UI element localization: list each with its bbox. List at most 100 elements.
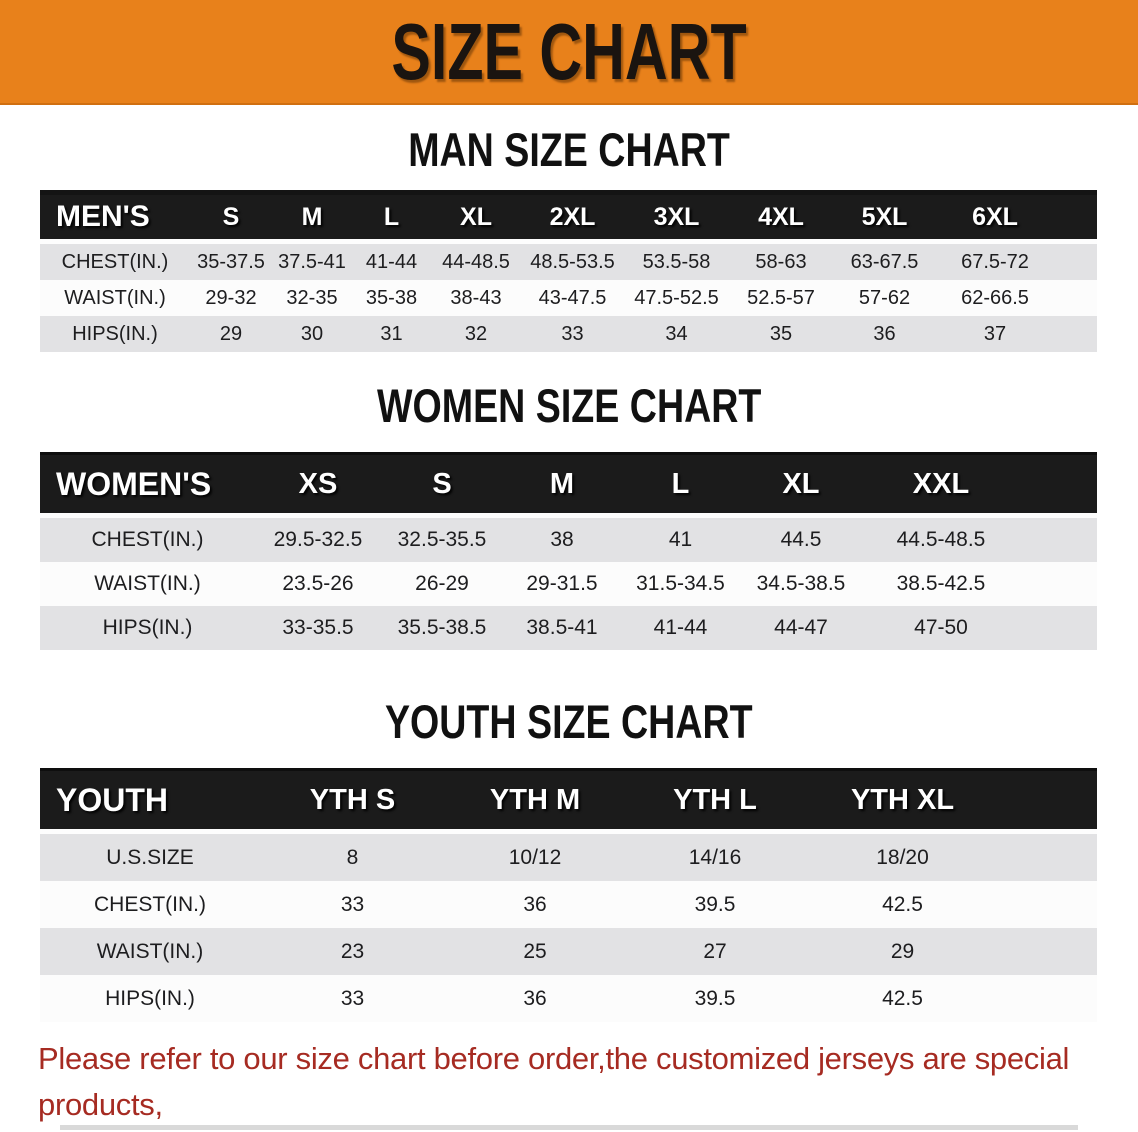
size-value-cell: 53.5-58	[624, 241, 729, 280]
size-value-cell: 29-31.5	[503, 562, 621, 606]
column-header-cell: 6XL	[936, 190, 1097, 244]
size-value-cell: 44.5	[740, 515, 862, 562]
men-size-table: MEN'S S M L XL 2XL 3XL 4XL 5XL 6XL CHEST…	[40, 190, 1097, 352]
column-header-cell: YTH S	[260, 768, 445, 834]
column-header-cell: YTH XL	[805, 768, 1097, 834]
size-value-cell: 35	[729, 316, 833, 352]
size-value-cell: 23.5-26	[255, 562, 381, 606]
column-header-cell: 5XL	[833, 190, 936, 244]
size-value-cell: 23	[260, 928, 445, 975]
men-table-label: MEN'S	[40, 190, 190, 244]
column-header-cell: YTH M	[445, 768, 625, 834]
size-value-cell: 57-62	[833, 280, 936, 316]
size-value-cell: 47.5-52.5	[624, 280, 729, 316]
size-value-cell: 42.5	[805, 975, 1097, 1022]
size-value-cell: 35-38	[352, 280, 431, 316]
size-value-cell: 29	[190, 316, 272, 352]
size-value-cell: 18/20	[805, 831, 1097, 881]
table-row-waist: WAIST(IN.) 29-32 32-35 35-38 38-43 43-47…	[40, 280, 1097, 316]
table-row-chest: CHEST(IN.) 35-37.5 37.5-41 41-44 44-48.5…	[40, 241, 1097, 280]
column-header-cell: M	[503, 452, 621, 518]
size-value-cell: 43-47.5	[521, 280, 624, 316]
page-title: SIZE CHART	[391, 6, 747, 96]
column-header-cell: YTH L	[625, 768, 805, 834]
size-value-cell: 30	[272, 316, 352, 352]
size-value-cell: 29-32	[190, 280, 272, 316]
size-value-cell: 35.5-38.5	[381, 606, 503, 650]
size-value-cell: 47-50	[862, 606, 1097, 650]
size-value-cell: 29	[805, 928, 1097, 975]
size-value-cell: 39.5	[625, 881, 805, 928]
size-value-cell: 58-63	[729, 241, 833, 280]
size-value-cell: 38.5-42.5	[862, 562, 1097, 606]
women-table-label: WOMEN'S	[40, 452, 255, 518]
column-header-cell: S	[381, 452, 503, 518]
size-value-cell: 42.5	[805, 881, 1097, 928]
column-header-cell: 3XL	[624, 190, 729, 244]
size-value-cell: 32-35	[272, 280, 352, 316]
column-header-cell: M	[272, 190, 352, 244]
size-value-cell: 33	[260, 881, 445, 928]
disclaimer-line-1: Please refer to our size chart before or…	[38, 1041, 1070, 1122]
column-header-cell: XL	[431, 190, 521, 244]
size-value-cell: 38	[503, 515, 621, 562]
size-value-cell: 37	[936, 316, 1097, 352]
row-label-cell: CHEST(IN.)	[40, 241, 190, 280]
men-section-title: MAN SIZE CHART	[408, 123, 730, 176]
women-section-title: WOMEN SIZE CHART	[376, 379, 762, 432]
size-value-cell: 44.5-48.5	[862, 515, 1097, 562]
men-header-row: MEN'S S M L XL 2XL 3XL 4XL 5XL 6XL	[40, 190, 1097, 244]
size-value-cell: 39.5	[625, 975, 805, 1022]
size-value-cell: 33	[260, 975, 445, 1022]
banner: SIZE CHART	[0, 0, 1138, 105]
size-value-cell: 34	[624, 316, 729, 352]
table-row-chest: CHEST(IN.) 29.5-32.5 32.5-35.5 38 41 44.…	[40, 515, 1097, 562]
women-size-table: WOMEN'S XS S M L XL XXL CHEST(IN.) 29.5-…	[40, 452, 1097, 650]
table-row-waist: WAIST(IN.) 23.5-26 26-29 29-31.5 31.5-34…	[40, 562, 1097, 606]
column-header-cell: L	[352, 190, 431, 244]
column-header-cell: XXL	[862, 452, 1097, 518]
row-label-cell: CHEST(IN.)	[40, 515, 255, 562]
size-value-cell: 41-44	[621, 606, 740, 650]
size-value-cell: 62-66.5	[936, 280, 1097, 316]
table-row-hips: HIPS(IN.) 33-35.5 35.5-38.5 38.5-41 41-4…	[40, 606, 1097, 650]
size-value-cell: 52.5-57	[729, 280, 833, 316]
size-value-cell: 48.5-53.5	[521, 241, 624, 280]
row-label-cell: WAIST(IN.)	[40, 928, 260, 975]
row-label-cell: HIPS(IN.)	[40, 316, 190, 352]
size-value-cell: 41	[621, 515, 740, 562]
row-label-cell: HIPS(IN.)	[40, 606, 255, 650]
disclaimer-note: Please refer to our size chart before or…	[38, 1036, 1108, 1132]
table-row-hips: HIPS(IN.) 33 36 39.5 42.5	[40, 975, 1097, 1022]
size-value-cell: 33-35.5	[255, 606, 381, 650]
row-label-cell: CHEST(IN.)	[40, 881, 260, 928]
size-value-cell: 36	[833, 316, 936, 352]
column-header-cell: XL	[740, 452, 862, 518]
size-value-cell: 36	[445, 881, 625, 928]
size-value-cell: 38.5-41	[503, 606, 621, 650]
size-value-cell: 34.5-38.5	[740, 562, 862, 606]
size-value-cell: 44-48.5	[431, 241, 521, 280]
column-header-cell: S	[190, 190, 272, 244]
table-row-hips: HIPS(IN.) 29 30 31 32 33 34 35 36 37	[40, 316, 1097, 352]
size-value-cell: 63-67.5	[833, 241, 936, 280]
size-value-cell: 31.5-34.5	[621, 562, 740, 606]
column-header-cell: L	[621, 452, 740, 518]
column-header-cell: 2XL	[521, 190, 624, 244]
size-value-cell: 37.5-41	[272, 241, 352, 280]
size-value-cell: 36	[445, 975, 625, 1022]
column-header-cell: 4XL	[729, 190, 833, 244]
row-label-cell: U.S.SIZE	[40, 831, 260, 881]
women-header-row: WOMEN'S XS S M L XL XXL	[40, 452, 1097, 518]
table-row-chest: CHEST(IN.) 33 36 39.5 42.5	[40, 881, 1097, 928]
column-header-cell: XS	[255, 452, 381, 518]
size-value-cell: 25	[445, 928, 625, 975]
size-value-cell: 35-37.5	[190, 241, 272, 280]
youth-table-label: YOUTH	[40, 768, 260, 834]
youth-size-table: YOUTH YTH S YTH M YTH L YTH XL U.S.SIZE …	[40, 768, 1097, 1022]
bottom-edge-divider	[60, 1125, 1078, 1130]
row-label-cell: HIPS(IN.)	[40, 975, 260, 1022]
size-value-cell: 26-29	[381, 562, 503, 606]
size-value-cell: 33	[521, 316, 624, 352]
